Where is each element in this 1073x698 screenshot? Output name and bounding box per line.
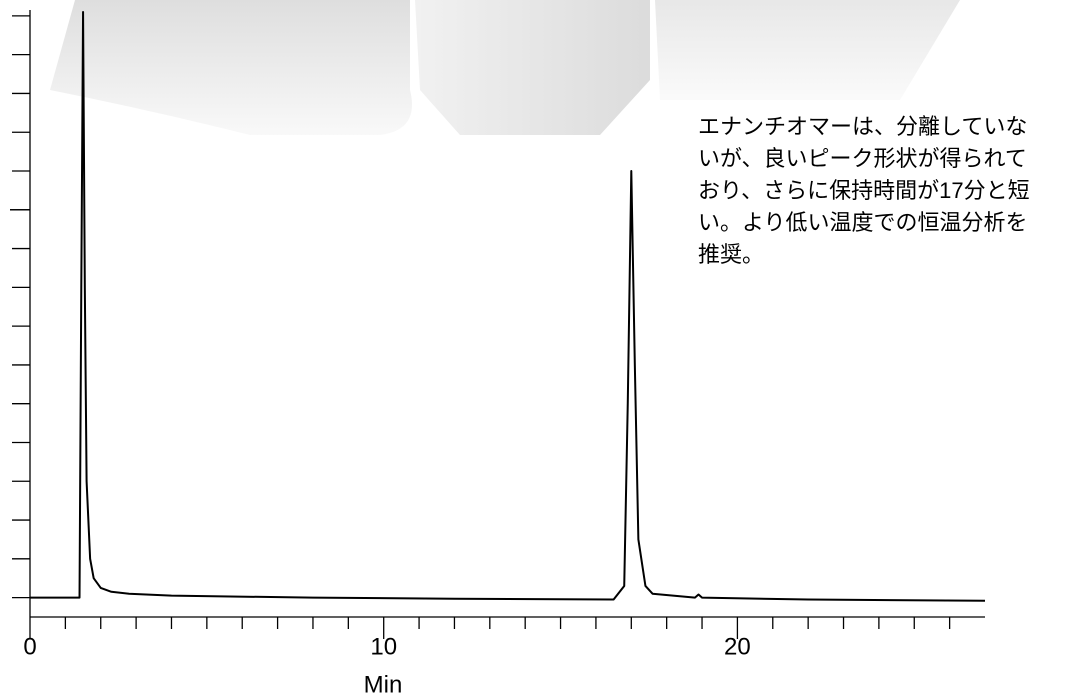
x-tick-label: 20: [724, 633, 751, 660]
x-axis-label: Min: [364, 671, 403, 698]
x-tick-label: 10: [370, 633, 397, 660]
annotation-line: おり、さらに保持時間が17分と短: [698, 178, 1030, 203]
annotation-line: エナンチオマーは、分離していな: [698, 114, 1027, 139]
annotation-line: いが、良いピーク形状が得られて: [698, 146, 1027, 171]
chart: Min 0 10 20 エナンチオマーは、分離していないが、良いピーク形状が得られてお…: [0, 0, 1073, 698]
x-tick-label: 0: [23, 633, 36, 660]
annotation-line: い。より低い温度での恒温分析を: [698, 210, 1028, 235]
annotation-line: 推奨。: [698, 242, 764, 267]
